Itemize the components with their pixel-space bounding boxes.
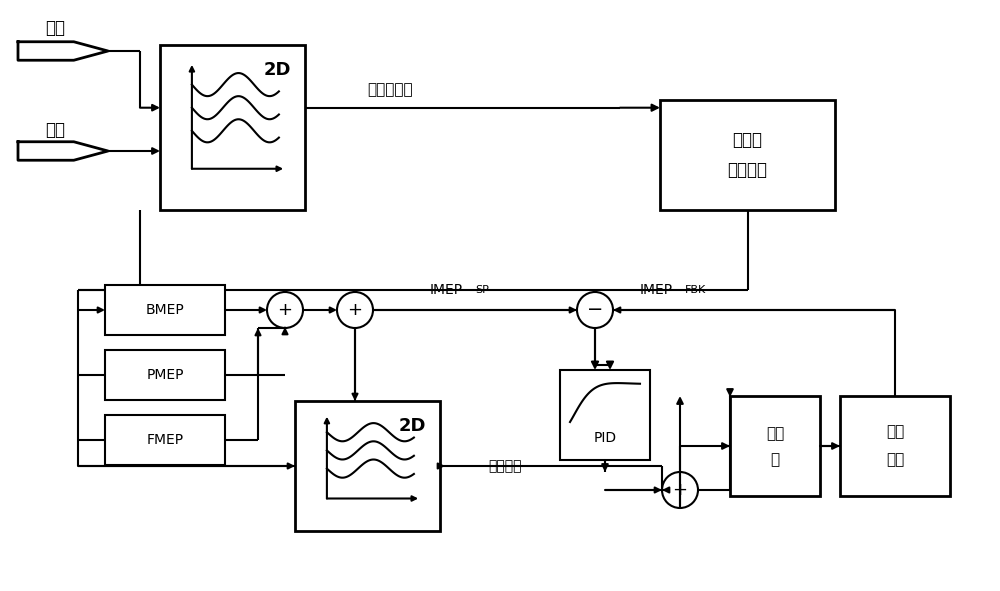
Text: +: + xyxy=(278,301,292,319)
Text: PMEP: PMEP xyxy=(146,368,184,382)
Text: 反馈: 反馈 xyxy=(886,453,904,467)
Text: FMEP: FMEP xyxy=(146,433,184,447)
Text: IMEP: IMEP xyxy=(430,283,463,297)
Text: SP: SP xyxy=(475,285,489,295)
Text: 驾驶员需求: 驾驶员需求 xyxy=(367,82,413,97)
Text: PID: PID xyxy=(593,431,617,445)
Bar xyxy=(105,350,225,400)
Text: 2D: 2D xyxy=(263,61,291,79)
Text: FBK: FBK xyxy=(685,285,706,295)
Text: 发动: 发动 xyxy=(766,427,784,441)
Text: 转速: 转速 xyxy=(45,121,65,139)
Bar xyxy=(660,100,835,210)
Bar xyxy=(105,415,225,465)
Text: +: + xyxy=(348,301,362,319)
Bar xyxy=(730,396,820,496)
Text: 前馈油量: 前馈油量 xyxy=(488,459,522,473)
Bar xyxy=(160,45,305,210)
Text: 机: 机 xyxy=(770,453,780,467)
Text: 转矩需求: 转矩需求 xyxy=(728,161,768,179)
Text: 油门: 油门 xyxy=(45,19,65,37)
Text: BMEP: BMEP xyxy=(146,303,184,317)
Text: 燃烧: 燃烧 xyxy=(886,424,904,440)
Text: 发动机: 发动机 xyxy=(732,131,763,149)
Polygon shape xyxy=(18,42,108,60)
Text: −: − xyxy=(587,300,603,320)
Text: IMEP: IMEP xyxy=(640,283,673,297)
Text: +: + xyxy=(672,481,688,499)
Bar xyxy=(840,396,950,496)
Bar xyxy=(105,285,225,335)
Polygon shape xyxy=(18,142,108,160)
Bar xyxy=(560,370,650,460)
Bar xyxy=(295,401,440,531)
Text: 2D: 2D xyxy=(398,417,426,435)
